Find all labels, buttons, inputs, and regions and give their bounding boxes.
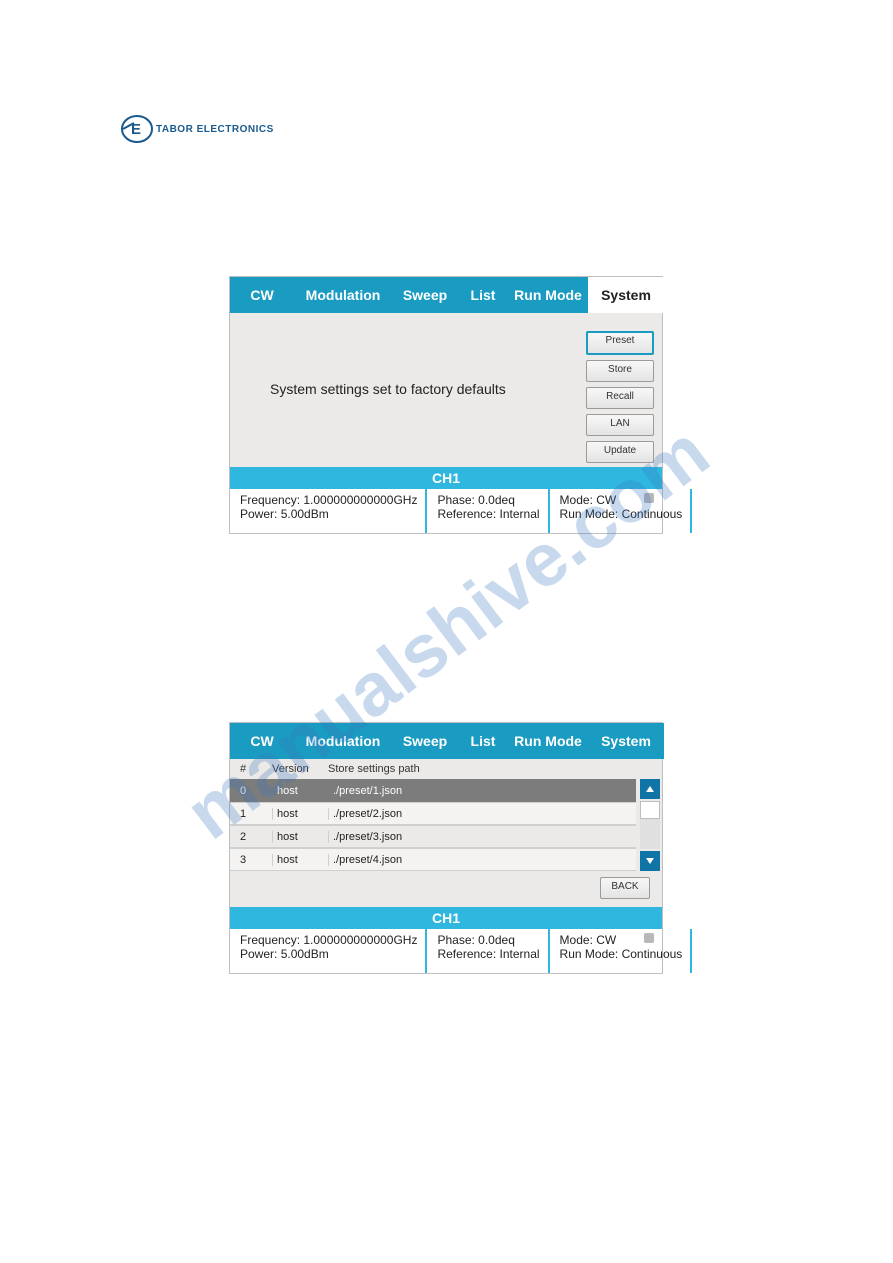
triangle-up-icon: [645, 784, 655, 794]
ref-label: Reference:: [437, 947, 499, 961]
runmode-label: Run Mode:: [560, 507, 622, 521]
col-version: Version: [272, 763, 328, 775]
tab-cw[interactable]: CW: [230, 277, 294, 313]
tab-run-mode[interactable]: Run Mode: [508, 723, 588, 759]
cell-num: 0: [230, 785, 272, 797]
col-path: Store settings path: [328, 763, 636, 775]
cell-path: ./preset/3.json: [328, 831, 636, 843]
tab-cw[interactable]: CW: [230, 723, 294, 759]
scroll-up-button[interactable]: [640, 779, 660, 799]
cell-ver: host: [272, 831, 328, 843]
power-value: 5.00dBm: [281, 947, 329, 961]
status-col-3: Mode: CW Run Mode: Continuous: [550, 929, 693, 973]
cell-num: 1: [230, 808, 272, 820]
tab-system[interactable]: System: [588, 723, 664, 759]
back-row: BACK: [230, 871, 662, 907]
power-label: Power:: [240, 947, 281, 961]
status-col-2: Phase: 0.0deq Reference: Internal: [427, 489, 549, 533]
freq-value: 1.000000000000GHz: [303, 493, 417, 507]
recall-button[interactable]: Recall: [586, 387, 654, 409]
runmode-label: Run Mode:: [560, 947, 622, 961]
rf-indicator-icon: [644, 493, 654, 503]
ref-value: Internal: [500, 947, 540, 961]
power-label: Power:: [240, 507, 281, 521]
status-col-1: Frequency: 1.000000000000GHz Power: 5.00…: [230, 489, 427, 533]
status-bar: Frequency: 1.000000000000GHz Power: 5.00…: [230, 489, 662, 533]
brand-text: TABOR ELECTRONICS: [156, 124, 274, 135]
tab-bar: CW Modulation Sweep List Run Mode System: [230, 277, 662, 313]
tab-modulation[interactable]: Modulation: [294, 723, 392, 759]
status-col-2: Phase: 0.0deq Reference: Internal: [427, 929, 549, 973]
cell-ver: host: [272, 854, 328, 866]
ref-value: Internal: [500, 507, 540, 521]
table-row[interactable]: 3 host ./preset/4.json: [230, 848, 636, 871]
col-num: #: [230, 763, 272, 775]
cell-ver: host: [272, 808, 328, 820]
store-table-wrap: # Version Store settings path 0 host ./p…: [230, 759, 662, 871]
system-message-area: System settings set to factory defaults: [230, 313, 586, 467]
tab-modulation[interactable]: Modulation: [294, 277, 392, 313]
status-bar: Frequency: 1.000000000000GHz Power: 5.00…: [230, 929, 662, 973]
cell-ver: host: [272, 785, 328, 797]
lan-button[interactable]: LAN: [586, 414, 654, 436]
table-header: # Version Store settings path: [230, 759, 636, 779]
phase-label: Phase:: [437, 933, 478, 947]
tab-list[interactable]: List: [458, 277, 508, 313]
brand-logo: E TABOR ELECTRONICS: [120, 112, 274, 146]
preset-button[interactable]: Preset: [586, 331, 654, 355]
status-col-1: Frequency: 1.000000000000GHz Power: 5.00…: [230, 929, 427, 973]
freq-value: 1.000000000000GHz: [303, 933, 417, 947]
ref-label: Reference:: [437, 507, 499, 521]
mode-value: CW: [596, 493, 616, 507]
status-col-3: Mode: CW Run Mode: Continuous: [550, 489, 693, 533]
cell-num: 3: [230, 854, 272, 866]
scroll-down-button[interactable]: [640, 851, 660, 871]
tab-run-mode[interactable]: Run Mode: [508, 277, 588, 313]
system-body: System settings set to factory defaults …: [230, 313, 662, 467]
tab-sweep[interactable]: Sweep: [392, 723, 458, 759]
channel-header: CH1: [230, 467, 662, 489]
store-table: # Version Store settings path 0 host ./p…: [230, 759, 636, 871]
phase-value: 0.0deq: [478, 933, 515, 947]
scroll-thumb[interactable]: [640, 801, 660, 819]
cell-path: ./preset/4.json: [328, 854, 636, 866]
cell-path: ./preset/1.json: [328, 785, 636, 797]
table-row[interactable]: 2 host ./preset/3.json: [230, 825, 636, 848]
tab-list[interactable]: List: [458, 723, 508, 759]
update-button[interactable]: Update: [586, 441, 654, 463]
freq-label: Frequency:: [240, 493, 303, 507]
screenshot-system-store: CW Modulation Sweep List Run Mode System…: [229, 722, 663, 974]
table-row[interactable]: 1 host ./preset/2.json: [230, 802, 636, 825]
cell-path: ./preset/2.json: [328, 808, 636, 820]
power-value: 5.00dBm: [281, 507, 329, 521]
freq-label: Frequency:: [240, 933, 303, 947]
page-root: E TABOR ELECTRONICS manualshive.com CW M…: [0, 0, 893, 1263]
screenshot-system-preset: CW Modulation Sweep List Run Mode System…: [229, 276, 663, 534]
phase-label: Phase:: [437, 493, 478, 507]
rf-indicator-icon: [644, 933, 654, 943]
tab-system[interactable]: System: [588, 277, 664, 313]
mode-label: Mode:: [560, 933, 597, 947]
factory-defaults-message: System settings set to factory defaults: [270, 381, 506, 397]
store-button[interactable]: Store: [586, 360, 654, 382]
system-buttons-column: Preset Store Recall LAN Update: [586, 313, 662, 467]
mode-label: Mode:: [560, 493, 597, 507]
tab-sweep[interactable]: Sweep: [392, 277, 458, 313]
channel-header: CH1: [230, 907, 662, 929]
runmode-value: Continuous: [622, 947, 683, 961]
tab-bar: CW Modulation Sweep List Run Mode System: [230, 723, 662, 759]
mode-value: CW: [596, 933, 616, 947]
scroll-column: [636, 759, 662, 871]
scroll-track[interactable]: [640, 801, 660, 849]
triangle-down-icon: [645, 856, 655, 866]
runmode-value: Continuous: [622, 507, 683, 521]
cell-num: 2: [230, 831, 272, 843]
logo-mark-icon: E: [120, 112, 154, 146]
store-body: # Version Store settings path 0 host ./p…: [230, 759, 662, 907]
table-row[interactable]: 0 host ./preset/1.json: [230, 779, 636, 802]
phase-value: 0.0deq: [478, 493, 515, 507]
back-button[interactable]: BACK: [600, 877, 650, 899]
